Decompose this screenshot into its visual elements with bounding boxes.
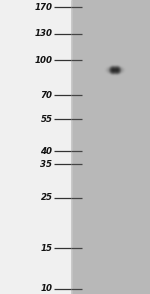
Text: 35: 35 (40, 160, 52, 169)
Bar (0, 0, 70, 294)
Text: 55: 55 (40, 115, 52, 124)
Text: 70: 70 (40, 91, 52, 100)
Text: 40: 40 (40, 146, 52, 156)
Text: 170: 170 (34, 3, 52, 12)
Text: 130: 130 (34, 29, 52, 39)
Text: 100: 100 (34, 56, 52, 65)
Bar (70, 0, 150, 294)
Text: 10: 10 (40, 284, 52, 293)
Text: 15: 15 (40, 244, 52, 253)
Text: 25: 25 (40, 193, 52, 202)
